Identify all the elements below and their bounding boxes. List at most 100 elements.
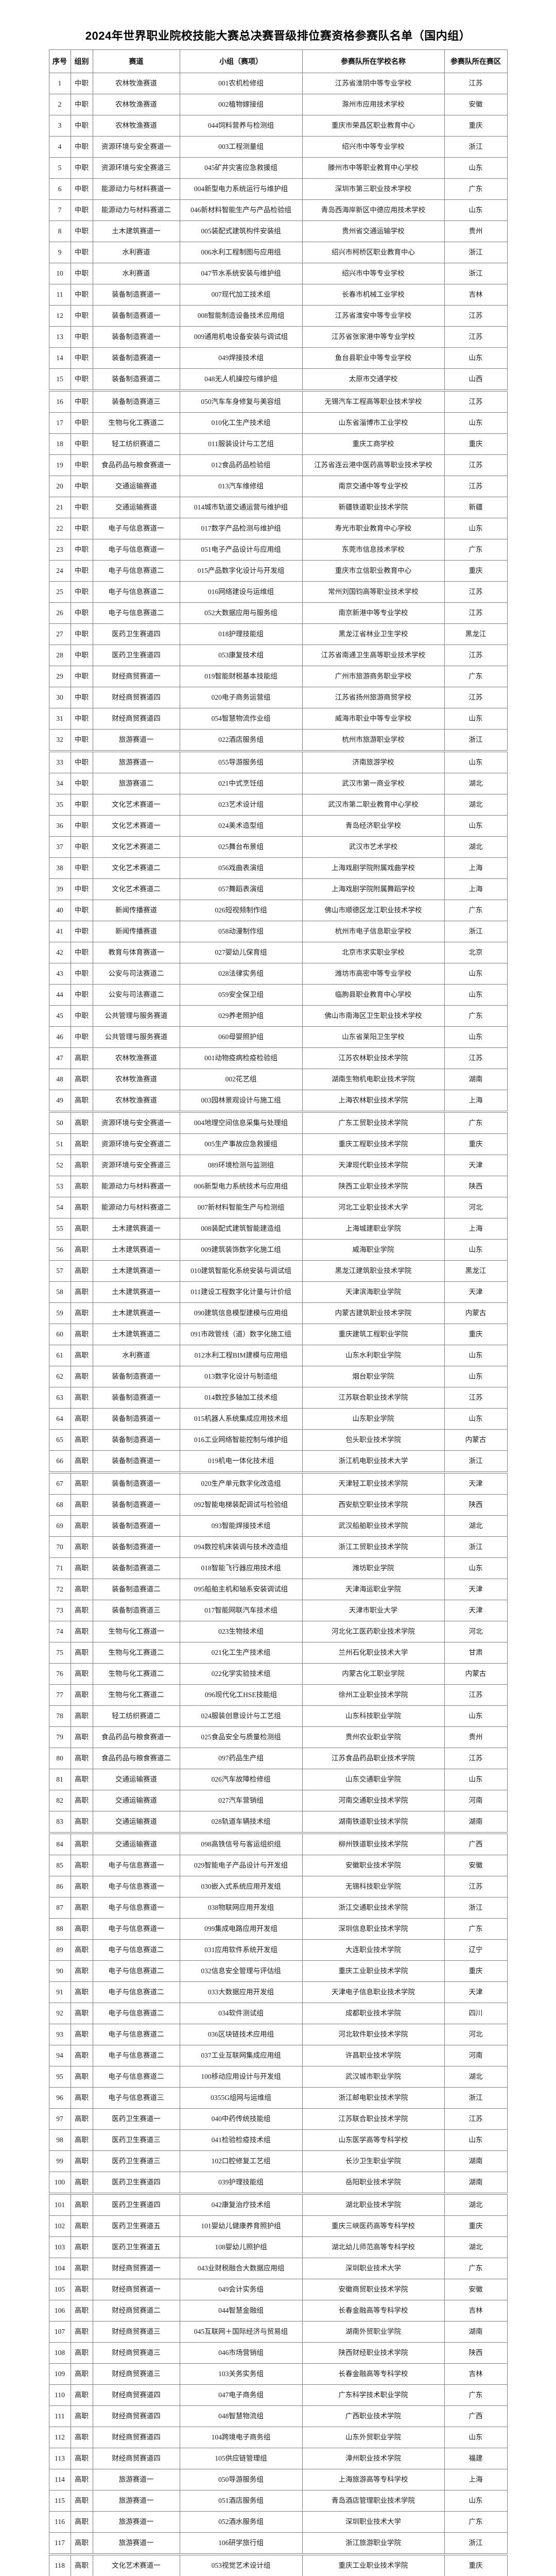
cell-group: 中职 xyxy=(70,560,93,582)
cell-group: 中职 xyxy=(70,73,93,94)
cell-school: 长春市机械工业学校 xyxy=(302,284,445,306)
cell-school: 新疆铁道职业技术学院 xyxy=(302,497,445,518)
cell-group: 中职 xyxy=(70,1026,93,1048)
cell-region: 山东 xyxy=(444,2490,508,2512)
cell-seq: 70 xyxy=(48,1536,71,1558)
cell-seq: 95 xyxy=(48,2066,71,2088)
cell-school: 上海戏剧学院附属舞蹈学校 xyxy=(302,878,445,900)
table-row: 84 高职 交通运输赛道 098高铁信号与客运组织组 柳州铁道职业技术学院 广西 xyxy=(48,1832,508,1855)
cell-seq: 45 xyxy=(48,1005,71,1027)
cell-school: 湖北职业技术学院 xyxy=(302,2193,445,2216)
table-row: 7 中职 能源动力与材料赛道二 046新材料智能生产与产品检验组 青岛西海岸新区… xyxy=(48,199,508,221)
cell-seq: 53 xyxy=(48,1176,71,1197)
cell-school: 滕州市中等职业教育中心学校 xyxy=(302,157,445,179)
cell-event: 106研学旅行组 xyxy=(179,2532,303,2555)
cell-event: 008装配式建筑智能建造组 xyxy=(179,1218,303,1240)
cell-seq: 12 xyxy=(48,305,71,327)
cell-school: 济南旅游学校 xyxy=(302,750,445,773)
cell-school: 河北工业职业技术大学 xyxy=(302,1197,445,1218)
cell-group: 中职 xyxy=(70,157,93,179)
cell-group: 高职 xyxy=(70,2405,93,2427)
cell-region: 山东 xyxy=(444,412,508,434)
cell-school: 广东科学技术职业学院 xyxy=(302,2384,445,2406)
cell-group: 高职 xyxy=(70,1855,93,1876)
table-row: 35 中职 文化艺术赛道一 023艺术设计组 武汉市第二职业教育中心学校 湖北 xyxy=(48,794,508,816)
cell-school: 柳州铁道职业技术学院 xyxy=(302,1832,445,1855)
cell-region: 天津 xyxy=(444,1281,508,1303)
cell-seq: 60 xyxy=(48,1324,71,1345)
cell-region: 内蒙古 xyxy=(444,1302,508,1324)
cell-track: 电子与信息赛道二 xyxy=(92,1981,180,2003)
table-row: 89 高职 电子与信息赛道二 031应用软件系统开发组 大连职业技术学院 辽宁 xyxy=(48,1939,508,1961)
table-row: 104 高职 财经商贸赛道一 043业财税融合大数据应用组 深圳职业技术大学 广… xyxy=(48,2258,508,2279)
cell-group: 高职 xyxy=(70,1450,93,1473)
cell-group: 中职 xyxy=(70,347,93,369)
cell-school: 内蒙古建筑职业技术学院 xyxy=(302,1302,445,1324)
cell-school: 上海旅游高等专科学校 xyxy=(302,2469,445,2490)
table-row: 11 中职 装备制造赛道一 007现代加工技术组 长春市机械工业学校 吉林 xyxy=(48,284,508,306)
cell-region: 陕西 xyxy=(444,1176,508,1197)
cell-group: 高职 xyxy=(70,1471,93,1495)
cell-event: 093智能焊接技术组 xyxy=(179,1515,303,1537)
cell-school: 安徽职业技术学院 xyxy=(302,1855,445,1876)
cell-track: 电子与信息赛道二 xyxy=(92,602,180,624)
table-row: 25 中职 电子与信息赛道二 016网络建设与运维组 常州刘国钧高等职业技术学校… xyxy=(48,581,508,603)
cell-region: 吉林 xyxy=(444,2300,508,2321)
table-row: 59 高职 土木建筑赛道一 090建筑信息模型建模与应用组 内蒙古建筑职业技术学… xyxy=(48,1302,508,1324)
cell-group: 中职 xyxy=(70,581,93,603)
cell-group: 高职 xyxy=(70,2448,93,2469)
cell-track: 土木建筑赛道一 xyxy=(92,221,180,242)
cell-region: 重庆 xyxy=(444,115,508,137)
cell-region: 江苏 xyxy=(444,645,508,666)
cell-event: 049会计实务组 xyxy=(179,2279,303,2300)
table-row: 115 高职 旅游赛道一 051酒店服务组 青岛酒店管理职业技术学院 山东 xyxy=(48,2490,508,2512)
cell-group: 中职 xyxy=(70,878,93,900)
cell-school: 绍兴市柯桥区职业教育中心 xyxy=(302,242,445,263)
table-row: 53 高职 能源动力与材料赛道一 006新型电力系统技术与应用组 陕西工业职业技… xyxy=(48,1176,508,1197)
table-row: 100 高职 医药卫生赛道四 039护理技能组 岳阳职业技术学院 湖南 xyxy=(48,2172,508,2194)
cell-region: 广东 xyxy=(444,1005,508,1027)
cell-event: 047节水系统安装与维护组 xyxy=(179,263,303,284)
cell-event: 007现代加工技术组 xyxy=(179,284,303,306)
cell-group: 高职 xyxy=(70,2279,93,2300)
cell-seq: 62 xyxy=(48,1366,71,1387)
table-row: 8 中职 土木建筑赛道一 005装配式建筑构件安装组 贵州省交通运输学校 贵州 xyxy=(48,221,508,242)
cell-region: 浙江 xyxy=(444,1536,508,1558)
cell-region: 山东 xyxy=(444,1557,508,1579)
table-row: 49 高职 农林牧渔赛道 003园林景观设计与施工组 上海农林职业技术学院 上海 xyxy=(48,1090,508,1112)
cell-group: 高职 xyxy=(70,2045,93,2066)
cell-seq: 113 xyxy=(48,2448,71,2469)
table-body: 1 中职 农林牧渔赛道 001农机检修组 江苏省淮阴中等专业学校 江苏 2 中职… xyxy=(48,73,508,2576)
cell-region: 江苏 xyxy=(444,1684,508,1706)
table-row: 62 高职 装备制造赛道一 013数字化设计与制造组 烟台职业学院 山东 xyxy=(48,1366,508,1387)
cell-region: 天津 xyxy=(444,1579,508,1600)
cell-seq: 97 xyxy=(48,2108,71,2130)
cell-track: 资源环境与安全赛道二 xyxy=(92,1133,180,1155)
cell-event: 023生物技术组 xyxy=(179,1621,303,1642)
cell-event: 017数字产品检测与维护组 xyxy=(179,518,303,539)
table-row: 9 中职 水利赛道 006水利工程制图与应用组 绍兴市柯桥区职业教育中心 浙江 xyxy=(48,242,508,263)
cell-school: 江苏省张家港中等专业学校 xyxy=(302,326,445,348)
cell-track: 财经商贸赛道一 xyxy=(92,2279,180,2300)
cell-group: 中职 xyxy=(70,518,93,539)
cell-school: 重庆工商学校 xyxy=(302,433,445,455)
cell-track: 装备制造赛道一 xyxy=(92,1471,180,1495)
cell-event: 009通用机电设备安装与调试组 xyxy=(179,326,303,348)
cell-region: 重庆 xyxy=(444,1960,508,1982)
cell-school: 陕西财经职业技术学院 xyxy=(302,2342,445,2364)
table-row: 5 中职 资源环境与安全赛道三 045矿井灾害应急救援组 滕州市中等职业教育中心… xyxy=(48,157,508,179)
cell-school: 湖南铁道职业技术学院 xyxy=(302,1811,445,1834)
cell-event: 014数控多轴加工技术组 xyxy=(179,1387,303,1409)
cell-group: 高职 xyxy=(70,1197,93,1218)
cell-track: 装备制造赛道二 xyxy=(92,368,180,391)
table-row: 79 高职 食品药品与粮食赛道一 025食品安全与质量检测组 贵州农业职业学院 … xyxy=(48,1726,508,1748)
cell-school: 浙江工贸职业技术学院 xyxy=(302,1536,445,1558)
cell-region: 广东 xyxy=(444,666,508,687)
cell-seq: 66 xyxy=(48,1450,71,1473)
cell-event: 027婴幼儿保育组 xyxy=(179,942,303,963)
table-row: 6 中职 能源动力与材料赛道一 004新型电力系统运行与维护组 深圳市第三职业技… xyxy=(48,178,508,200)
header-region: 参赛队所在赛区 xyxy=(444,49,508,73)
cell-event: 039护理技能组 xyxy=(179,2172,303,2194)
cell-school: 浙江机电职业技术大学 xyxy=(302,1450,445,1473)
table-row: 106 高职 财经商贸赛道二 044智慧金融组 长春金融高等专科学校 吉林 xyxy=(48,2300,508,2321)
